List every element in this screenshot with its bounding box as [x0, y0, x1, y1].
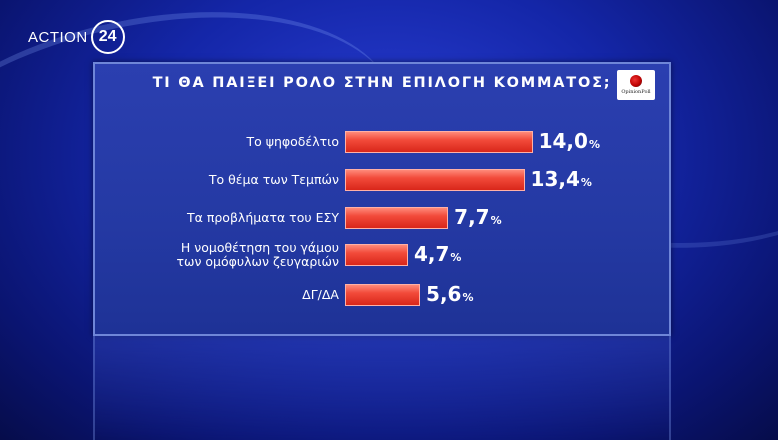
bar-category-label: ΔΓ/ΔΑ [302, 288, 339, 302]
bar-value-label: 14,0% [539, 129, 600, 153]
bar-category-label: Το θέμα των Τεμπών [209, 173, 339, 187]
panel-reflection [93, 336, 671, 440]
bar [345, 131, 533, 153]
bar-value-unit: % [450, 251, 462, 264]
bar-value-label: 4,7% [414, 242, 461, 266]
bar-value-number: 7,7 [454, 205, 490, 229]
opinion-poll-logo: OpinionPoll [617, 70, 655, 100]
bar-value-number: 4,7 [413, 242, 450, 266]
bar-category-label-line: Το ψηφοδέλτιο [246, 134, 339, 149]
bar-value-unit: % [588, 138, 600, 151]
channel-logo-number: 24 [90, 20, 125, 54]
bar [345, 244, 408, 266]
opinion-poll-logo-icon [630, 75, 642, 87]
channel-logo: ACTION 24 [28, 20, 125, 54]
bar-category-label: Το ψηφοδέλτιο [246, 135, 339, 149]
bar-value-number: 5,6 [426, 282, 462, 306]
opinion-poll-logo-text: OpinionPoll [621, 89, 651, 95]
bar [345, 207, 449, 229]
bar-category-label-line: Η νομοθέτηση του γάμου [180, 240, 339, 255]
bar [345, 169, 525, 191]
chart-title: ΤΙ ΘΑ ΠΑΙΞΕΙ ΡΟΛΟ ΣΤΗΝ ΕΠΙΛΟΓΗ ΚΟΜΜΑΤΟΣ; [152, 75, 612, 91]
bar-value-number: 13,4 [530, 167, 580, 191]
channel-logo-text: ACTION [28, 28, 88, 46]
bar-category-label-line: Τα προβλήματα του ΕΣΥ [187, 210, 339, 225]
bar-value-unit: % [580, 176, 592, 189]
bar-category-label-line: ΔΓ/ΔΑ [302, 287, 339, 302]
bar-value-unit: % [490, 214, 502, 227]
bar-value-label: 7,7% [454, 205, 501, 229]
bar-category-label-line: Το θέμα των Τεμπών [208, 172, 339, 187]
bar-value-label: 5,6% [426, 282, 473, 306]
bar-value-label: 13,4% [531, 167, 592, 191]
bar-value-unit: % [462, 291, 474, 304]
bar-value-number: 14,0 [538, 129, 588, 153]
bar-category-label: Η νομοθέτηση του γάμου των ομόφυλων ζευγα… [176, 241, 339, 269]
bar-category-label: Τα προβλήματα του ΕΣΥ [187, 211, 339, 225]
bar [345, 284, 421, 306]
chart-panel: ΤΙ ΘΑ ΠΑΙΞΕΙ ΡΟΛΟ ΣΤΗΝ ΕΠΙΛΟΓΗ ΚΟΜΜΑΤΟΣ;… [93, 62, 671, 336]
bar-category-label-line: των ομόφυλων ζευγαριών [176, 254, 339, 269]
